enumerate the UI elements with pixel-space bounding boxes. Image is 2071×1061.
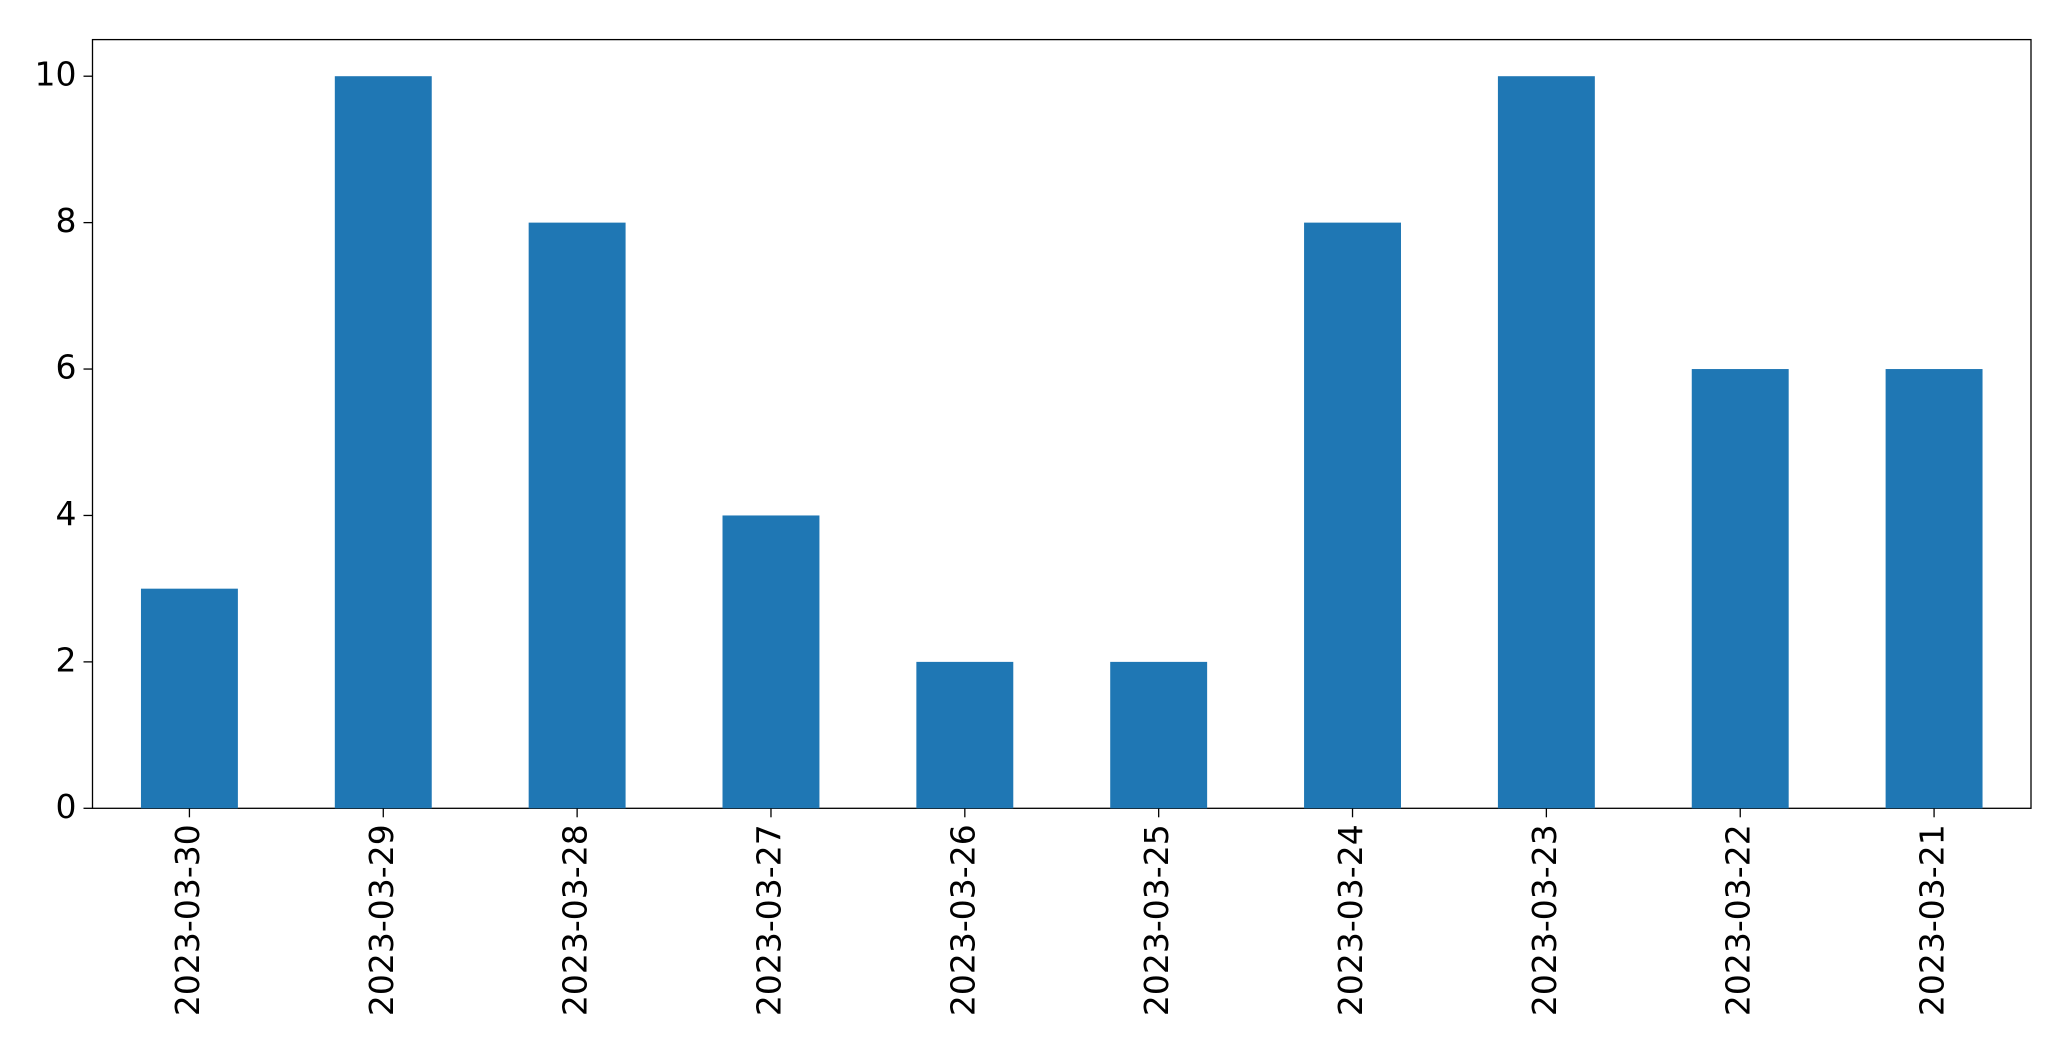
bar [528, 222, 626, 809]
bar [334, 76, 432, 809]
bar [1304, 222, 1401, 809]
y-tick-label: 8 [56, 201, 77, 240]
x-tick-label: 2023-03-29 [362, 824, 401, 1016]
bar [916, 661, 1014, 809]
y-tick-label: 0 [56, 787, 77, 826]
plot-frame [91, 38, 2032, 809]
bar [1497, 76, 1595, 809]
x-tick-label: 2023-03-22 [1719, 824, 1758, 1016]
bar [1110, 661, 1208, 809]
bar [1691, 369, 1789, 809]
y-tick-label: 6 [56, 348, 77, 387]
x-tick-label: 2023-03-28 [556, 824, 595, 1016]
x-tick-label: 2023-03-21 [1913, 824, 1952, 1016]
bar [722, 515, 820, 809]
y-tick-label: 10 [35, 55, 77, 94]
y-tick-label: 2 [56, 640, 77, 679]
bar [140, 588, 238, 809]
x-tick-label: 2023-03-26 [943, 824, 982, 1016]
x-tick-label: 2023-03-23 [1525, 824, 1564, 1016]
x-tick-label: 2023-03-24 [1331, 824, 1370, 1016]
bar [1885, 369, 1983, 809]
y-tick-label: 4 [56, 494, 77, 533]
x-tick-label: 2023-03-30 [168, 824, 207, 1016]
x-tick-label: 2023-03-25 [1137, 824, 1176, 1016]
x-tick-label: 2023-03-27 [749, 824, 788, 1016]
